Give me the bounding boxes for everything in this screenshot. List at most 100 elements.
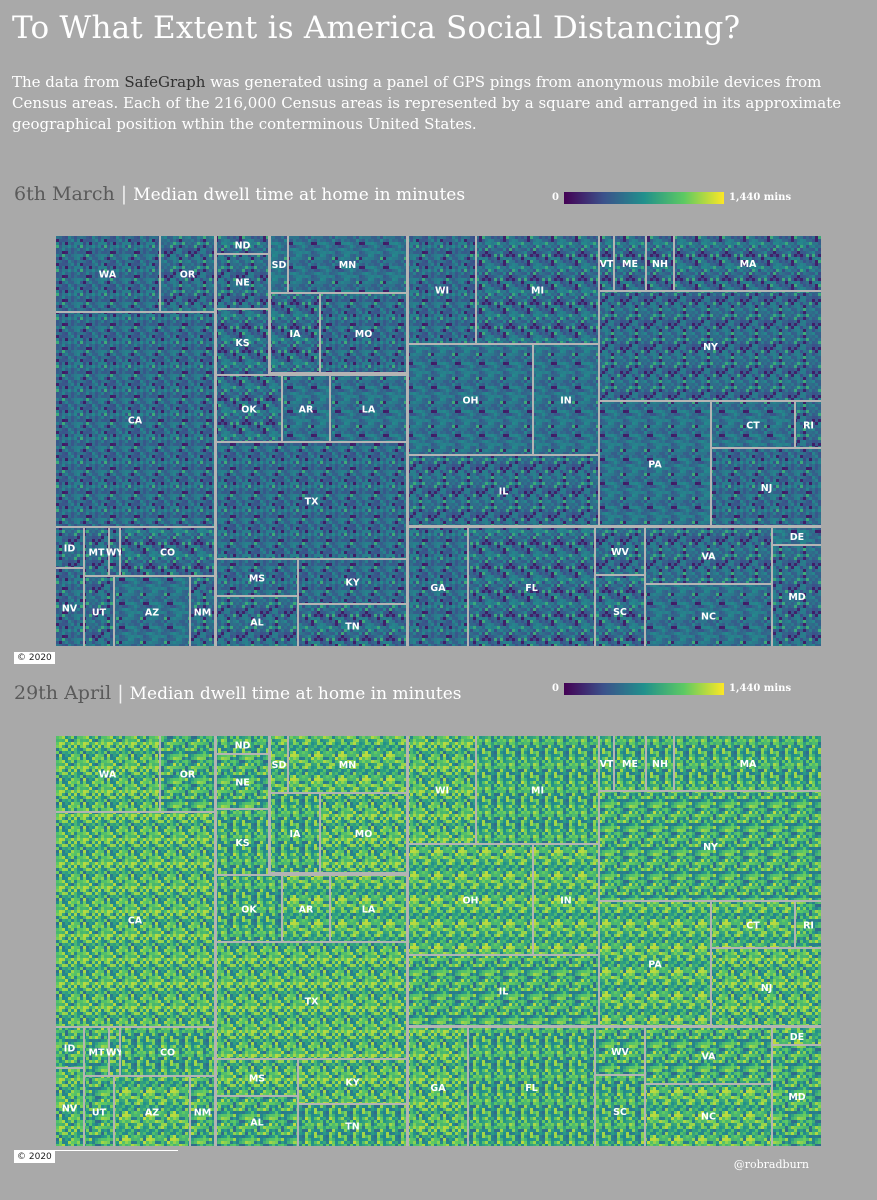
state-texture-ok	[217, 376, 281, 441]
state-label-va: VA	[701, 552, 716, 563]
state-texture-ga	[409, 1028, 467, 1146]
panel-1-date: 6th March	[14, 183, 115, 205]
state-label-ct: CT	[746, 921, 760, 932]
state-texture-ne	[217, 255, 268, 308]
state-texture-de	[773, 1028, 821, 1044]
state-texture-nh	[647, 236, 673, 290]
state-label-sd: SD	[272, 260, 287, 271]
state-texture-ri	[796, 902, 821, 947]
state-label-tx: TX	[305, 997, 319, 1008]
state-texture-pa	[600, 902, 710, 1025]
state-label-nh: NH	[652, 759, 668, 770]
state-texture-ny	[600, 292, 821, 400]
state-texture-ri	[796, 402, 821, 447]
state-label-ny: NY	[703, 842, 718, 853]
state-label-oh: OH	[462, 396, 478, 407]
state-texture-az	[115, 1077, 189, 1146]
state-texture-ky	[299, 1060, 406, 1103]
state-texture-ok	[217, 876, 281, 941]
state-texture-ms	[217, 560, 297, 595]
state-texture-nm	[191, 577, 214, 646]
state-label-ga: GA	[430, 1083, 446, 1094]
state-texture-ar	[283, 876, 329, 941]
state-texture-co	[121, 528, 214, 575]
state-texture-fl	[469, 1028, 594, 1146]
state-grid-svg: WA OR ND SD MN WI MI VT ME NH MA NE IA MO NY KS OK AR LA OH…	[56, 236, 821, 646]
state-label-ri: RI	[803, 421, 814, 432]
state-label-az: AZ	[145, 608, 159, 619]
state-label-ms: MS	[249, 1074, 265, 1085]
state-texture-ca	[56, 313, 214, 526]
author-handle[interactable]: @robradburn	[733, 1158, 809, 1171]
state-texture-ny	[600, 792, 821, 900]
state-label-vt: VT	[600, 259, 614, 270]
state-texture-id	[56, 528, 83, 567]
state-texture-mi	[477, 736, 598, 843]
state-label-oh: OH	[462, 896, 478, 907]
legend-min-label: 0	[552, 683, 559, 694]
state-label-ca: CA	[128, 916, 143, 927]
state-label-ga: GA	[430, 583, 446, 594]
state-label-md: MD	[788, 592, 805, 603]
state-label-in: IN	[560, 896, 572, 907]
state-label-il: IL	[499, 487, 509, 498]
state-label-me: ME	[622, 259, 638, 270]
state-texture-sd	[271, 236, 287, 292]
state-label-az: AZ	[145, 1108, 159, 1119]
state-label-nh: NH	[652, 259, 668, 270]
intro-text: The data from SafeGraph was generated us…	[12, 72, 872, 135]
state-texture-ut	[85, 577, 113, 646]
state-label-ri: RI	[803, 921, 814, 932]
state-label-nj: NJ	[761, 983, 773, 994]
state-label-fl: FL	[525, 1083, 538, 1094]
state-texture-al	[217, 1097, 297, 1146]
header-divider: |	[117, 682, 124, 704]
panel-2-date: 29th April	[14, 682, 112, 704]
state-texture-nd	[217, 236, 268, 253]
state-texture-ca	[56, 813, 214, 1026]
intro-before: The data from	[12, 73, 125, 91]
state-texture-ks	[217, 310, 268, 374]
state-label-ma: MA	[740, 259, 757, 270]
state-texture-nv	[56, 1069, 83, 1146]
panel-1-header: 6th March | Median dwell time at home in m…	[14, 183, 465, 205]
state-texture-va	[646, 1028, 771, 1083]
state-label-co: CO	[160, 1048, 175, 1059]
state-texture-ut	[85, 1077, 113, 1146]
state-texture-or	[161, 236, 214, 311]
panel-2-state-grid-map: WA OR ND SD MN WI MI VT ME NH MA NE IA MO NY KS OK AR LA OH…	[56, 736, 821, 1146]
state-texture-me	[615, 736, 645, 790]
state-texture-nd	[217, 736, 268, 753]
state-texture-ia	[271, 794, 319, 872]
panel-2-color-legend: 0 1,440 mins	[548, 681, 798, 699]
state-label-ia: IA	[290, 829, 302, 840]
state-label-mn: MN	[339, 760, 356, 771]
state-texture-il	[409, 456, 598, 525]
state-label-me: ME	[622, 759, 638, 770]
state-label-nc: NC	[701, 612, 716, 623]
state-label-or: OR	[180, 770, 196, 781]
panel-1-metric: Median dwell time at home in minutes	[133, 185, 466, 205]
state-texture-wy	[110, 528, 119, 575]
state-label-mi: MI	[531, 786, 544, 797]
state-label-la: LA	[362, 405, 376, 416]
state-label-tn: TN	[345, 622, 359, 633]
state-texture-sc	[596, 1076, 644, 1146]
state-label-al: AL	[250, 1118, 263, 1129]
state-texture-nc	[646, 1085, 771, 1146]
state-label-va: VA	[701, 1052, 716, 1063]
state-label-ma: MA	[740, 759, 757, 770]
safegraph-link[interactable]: SafeGraph	[124, 73, 206, 91]
state-texture-ne	[217, 755, 268, 808]
state-label-ca: CA	[128, 416, 143, 427]
panel-2-metric: Median dwell time at home in minutes	[129, 684, 462, 704]
state-texture-ma	[675, 236, 821, 290]
state-texture-ct	[712, 902, 794, 947]
state-texture-nc	[646, 585, 771, 646]
credit-divider	[14, 1150, 178, 1151]
state-label-wi: WI	[435, 286, 449, 297]
state-label-wv: WV	[611, 547, 629, 558]
state-texture-in	[534, 845, 598, 954]
state-label-sd: SD	[272, 760, 287, 771]
panel-2-header: 29th April | Median dwell time at home in …	[14, 682, 462, 704]
